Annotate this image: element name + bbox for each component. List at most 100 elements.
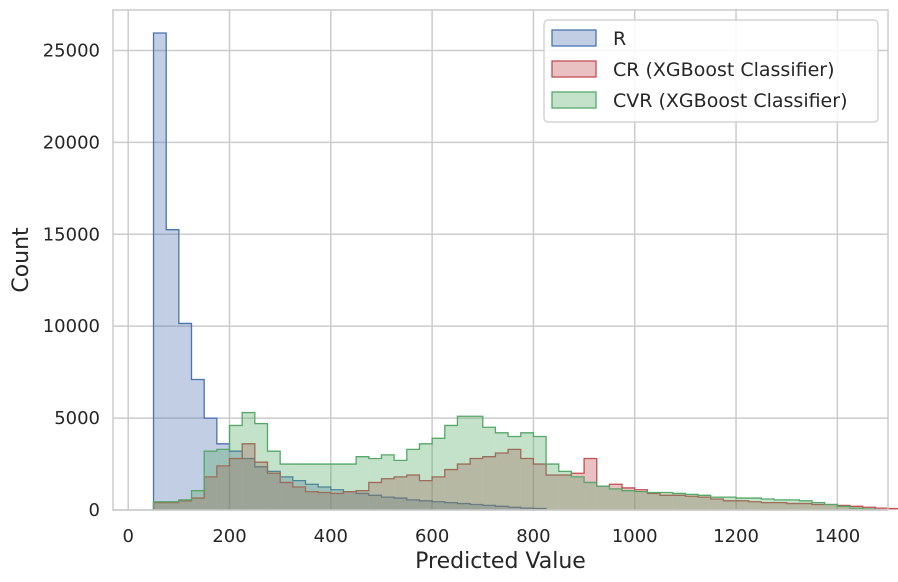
series-0-bin-22 <box>432 501 445 510</box>
series-2-bin-32 <box>558 471 572 510</box>
series-2 <box>152 411 876 510</box>
plot-frame <box>112 9 889 511</box>
series-1-bin-15 <box>343 491 357 510</box>
series-2-bin-20 <box>406 449 420 510</box>
series-2-bin-9 <box>267 451 281 510</box>
legend-swatch-0 <box>551 29 597 47</box>
series-1-bin-5 <box>216 465 230 510</box>
series-2-bin-38 <box>634 491 648 510</box>
series-1-bin-43 <box>698 497 711 510</box>
series-1-outline <box>152 443 898 510</box>
series-2-bin-47 <box>748 498 762 510</box>
series-2-bin-50 <box>786 499 800 510</box>
series-1-bin-19 <box>394 476 407 510</box>
series-0-bin-4 <box>204 418 217 510</box>
series-2-bin-2 <box>178 499 192 510</box>
x-tick-label-5: 1000 <box>612 526 658 547</box>
series-2-bin-11 <box>292 464 306 510</box>
series-0-bin-27 <box>495 506 509 510</box>
x-tick-label-4: 800 <box>516 526 550 547</box>
y-tick-label-5: 25000 <box>43 40 100 61</box>
y-tick-label-1: 5000 <box>54 408 100 429</box>
series-1-bin-28 <box>508 449 521 510</box>
series-1-bin-2 <box>178 500 192 510</box>
series-1-bin-40 <box>660 495 673 510</box>
series-2-bin-41 <box>672 493 686 510</box>
series-0-bin-28 <box>508 507 521 510</box>
x-axis-ticks: 0 200 400 600 800 1000 1200 1400 <box>122 526 860 547</box>
series-2-bin-45 <box>723 497 737 510</box>
series-1-bin-18 <box>381 478 395 510</box>
series-0-bin-18 <box>381 497 395 510</box>
series-1-bin-58 <box>888 508 898 510</box>
series-1-bin-30 <box>533 464 547 510</box>
series-1-bin-41 <box>672 495 686 510</box>
series-0-bin-0 <box>153 32 167 511</box>
series-2-bin-48 <box>761 498 775 510</box>
series-2-bin-13 <box>318 464 331 510</box>
x-tick-label-3: 600 <box>415 526 449 547</box>
series-2-bin-36 <box>609 488 623 510</box>
series-0 <box>152 32 547 511</box>
y-tick-label-4: 20000 <box>43 132 100 153</box>
series-2-bin-55 <box>850 508 863 510</box>
series-2-bin-26 <box>482 427 496 510</box>
x-axis-title: Predicted Value <box>415 549 586 574</box>
series-1-bin-6 <box>229 458 243 510</box>
series-1-bin-49 <box>774 502 787 510</box>
series-1-bin-10 <box>280 482 293 510</box>
series-2-bin-31 <box>546 464 559 510</box>
series-1-bin-53 <box>824 504 838 510</box>
series-0-bin-20 <box>406 499 420 510</box>
series-1-bin-1 <box>166 502 179 510</box>
series-2-bin-35 <box>596 486 610 510</box>
series-1-bin-7 <box>242 443 255 510</box>
y-tick-label-3: 15000 <box>43 224 100 245</box>
series-2-bin-44 <box>710 497 724 510</box>
series-1-bin-22 <box>432 476 445 510</box>
series-1 <box>152 443 898 510</box>
series-0-bin-25 <box>470 504 483 510</box>
series-0-bin-21 <box>419 500 433 510</box>
series-1-bin-27 <box>495 453 509 510</box>
series-1-bin-23 <box>444 469 458 510</box>
series-1-bin-31 <box>546 475 559 510</box>
x-tick-label-2: 400 <box>314 526 348 547</box>
series-0-bin-14 <box>330 489 344 510</box>
series-1-bin-51 <box>799 503 813 510</box>
series-2-bin-53 <box>824 504 838 510</box>
y-tick-label-2: 10000 <box>43 316 100 337</box>
y-axis-ticks: 0 5000 10000 15000 20000 25000 <box>43 40 100 521</box>
series-2-bin-29 <box>520 432 534 510</box>
series-2-bin-23 <box>444 425 458 510</box>
series-1-bin-57 <box>875 508 888 510</box>
series-2-bin-27 <box>495 432 509 510</box>
series-0-bin-26 <box>482 505 496 510</box>
legend-label-1: CR (XGBoost Classifier) <box>613 59 834 81</box>
x-tick-label-6: 1200 <box>713 526 759 547</box>
series-1-bin-8 <box>254 462 268 510</box>
series-2-bin-5 <box>216 449 230 510</box>
series-1-bin-33 <box>571 473 585 510</box>
series-1-bin-42 <box>685 496 699 510</box>
series-2-bin-0 <box>153 501 167 510</box>
series-1-bin-26 <box>482 456 496 510</box>
series-1-bin-46 <box>736 500 749 510</box>
series-2-bin-16 <box>356 456 369 510</box>
series-2-bin-15 <box>343 464 357 510</box>
series-2-outline <box>152 411 876 510</box>
series-2-bin-3 <box>191 490 205 510</box>
y-tick-label-0: 0 <box>89 500 100 521</box>
series-1-bin-38 <box>634 489 648 510</box>
series-0-bin-3 <box>191 379 205 510</box>
series-1-bin-12 <box>305 491 319 510</box>
series-2-bin-51 <box>799 500 813 510</box>
series-1-bin-44 <box>710 498 724 510</box>
series-1-bin-0 <box>153 502 167 510</box>
series-1-bin-13 <box>318 492 331 510</box>
series-2-bin-10 <box>280 464 293 510</box>
series-0-bin-15 <box>343 491 357 510</box>
series-1-bin-50 <box>786 503 800 510</box>
series-1-bin-16 <box>356 490 369 510</box>
